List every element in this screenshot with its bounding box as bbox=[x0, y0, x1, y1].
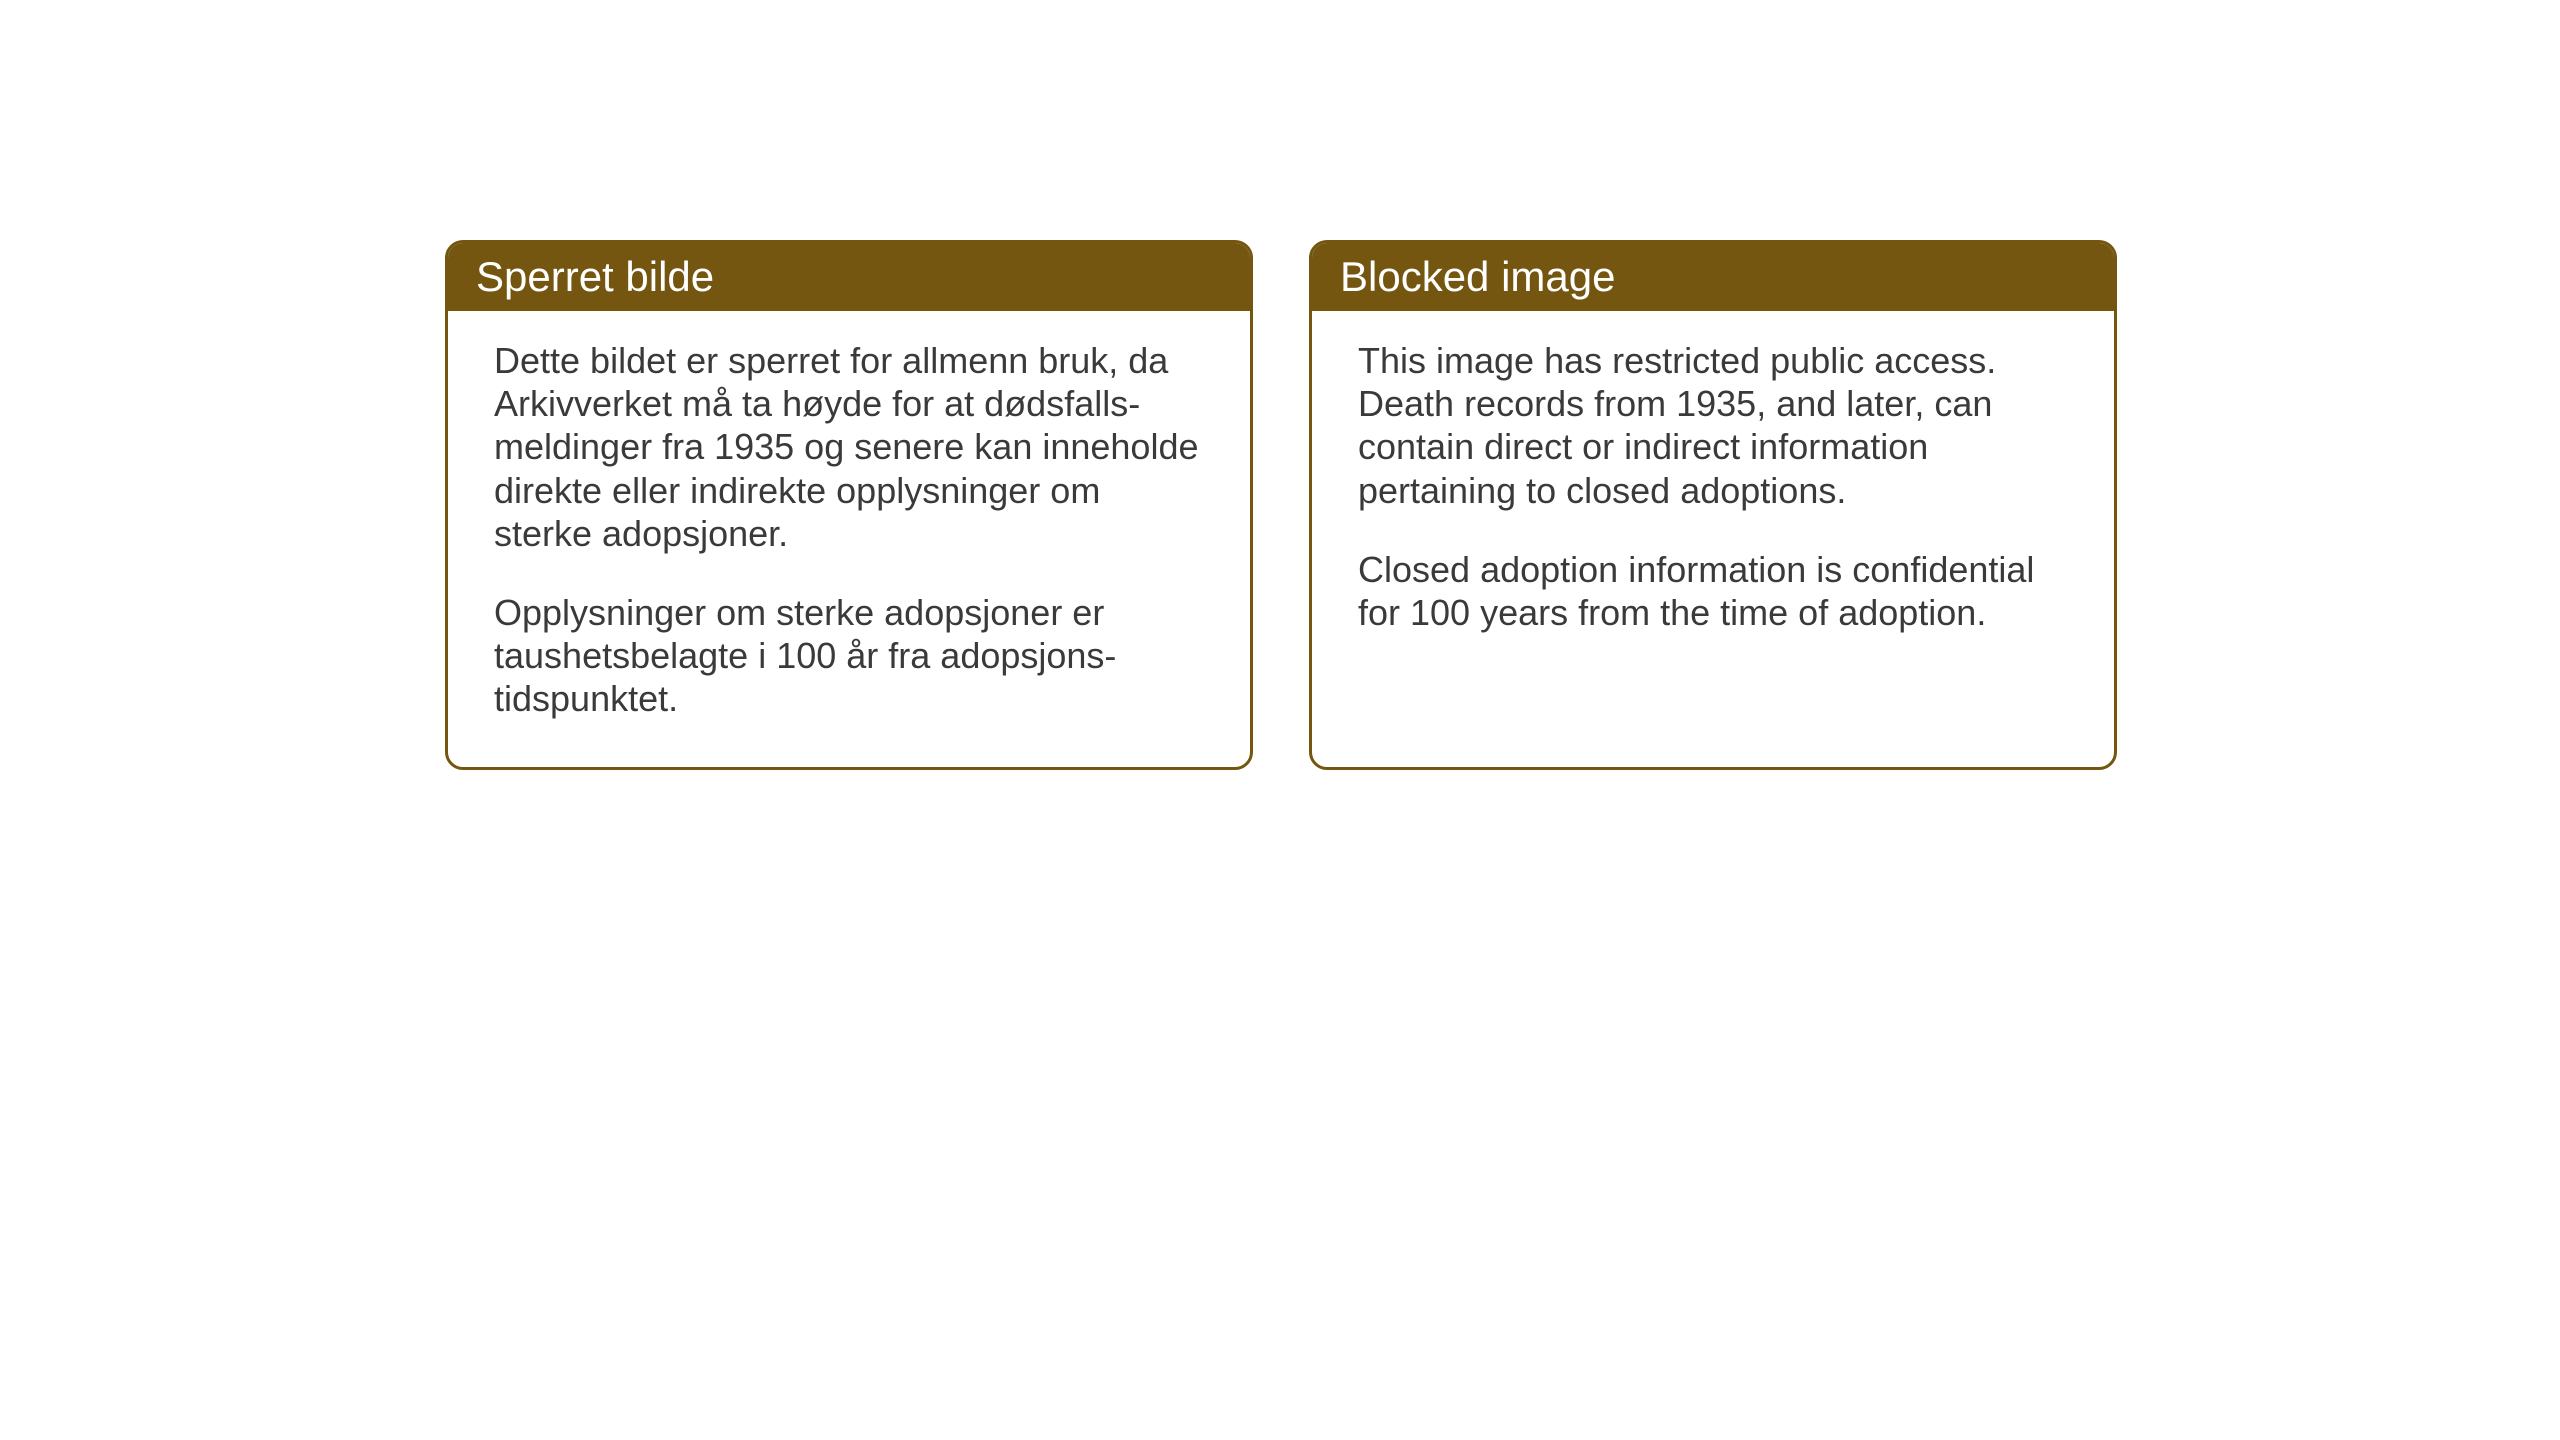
notice-cards-container: Sperret bilde Dette bildet er sperret fo… bbox=[445, 240, 2117, 770]
card-paragraph-2-norwegian: Opplysninger om sterke adopsjoner er tau… bbox=[494, 591, 1204, 721]
notice-card-english: Blocked image This image has restricted … bbox=[1309, 240, 2117, 770]
notice-card-norwegian: Sperret bilde Dette bildet er sperret fo… bbox=[445, 240, 1253, 770]
card-body-norwegian: Dette bildet er sperret for allmenn bruk… bbox=[448, 311, 1250, 767]
card-title-english: Blocked image bbox=[1340, 253, 1615, 300]
card-header-english: Blocked image bbox=[1312, 243, 2114, 311]
card-title-norwegian: Sperret bilde bbox=[476, 253, 714, 300]
card-paragraph-1-norwegian: Dette bildet er sperret for allmenn bruk… bbox=[494, 339, 1204, 555]
card-header-norwegian: Sperret bilde bbox=[448, 243, 1250, 311]
card-paragraph-1-english: This image has restricted public access.… bbox=[1358, 339, 2068, 512]
card-paragraph-2-english: Closed adoption information is confident… bbox=[1358, 548, 2068, 634]
card-body-english: This image has restricted public access.… bbox=[1312, 311, 2114, 680]
